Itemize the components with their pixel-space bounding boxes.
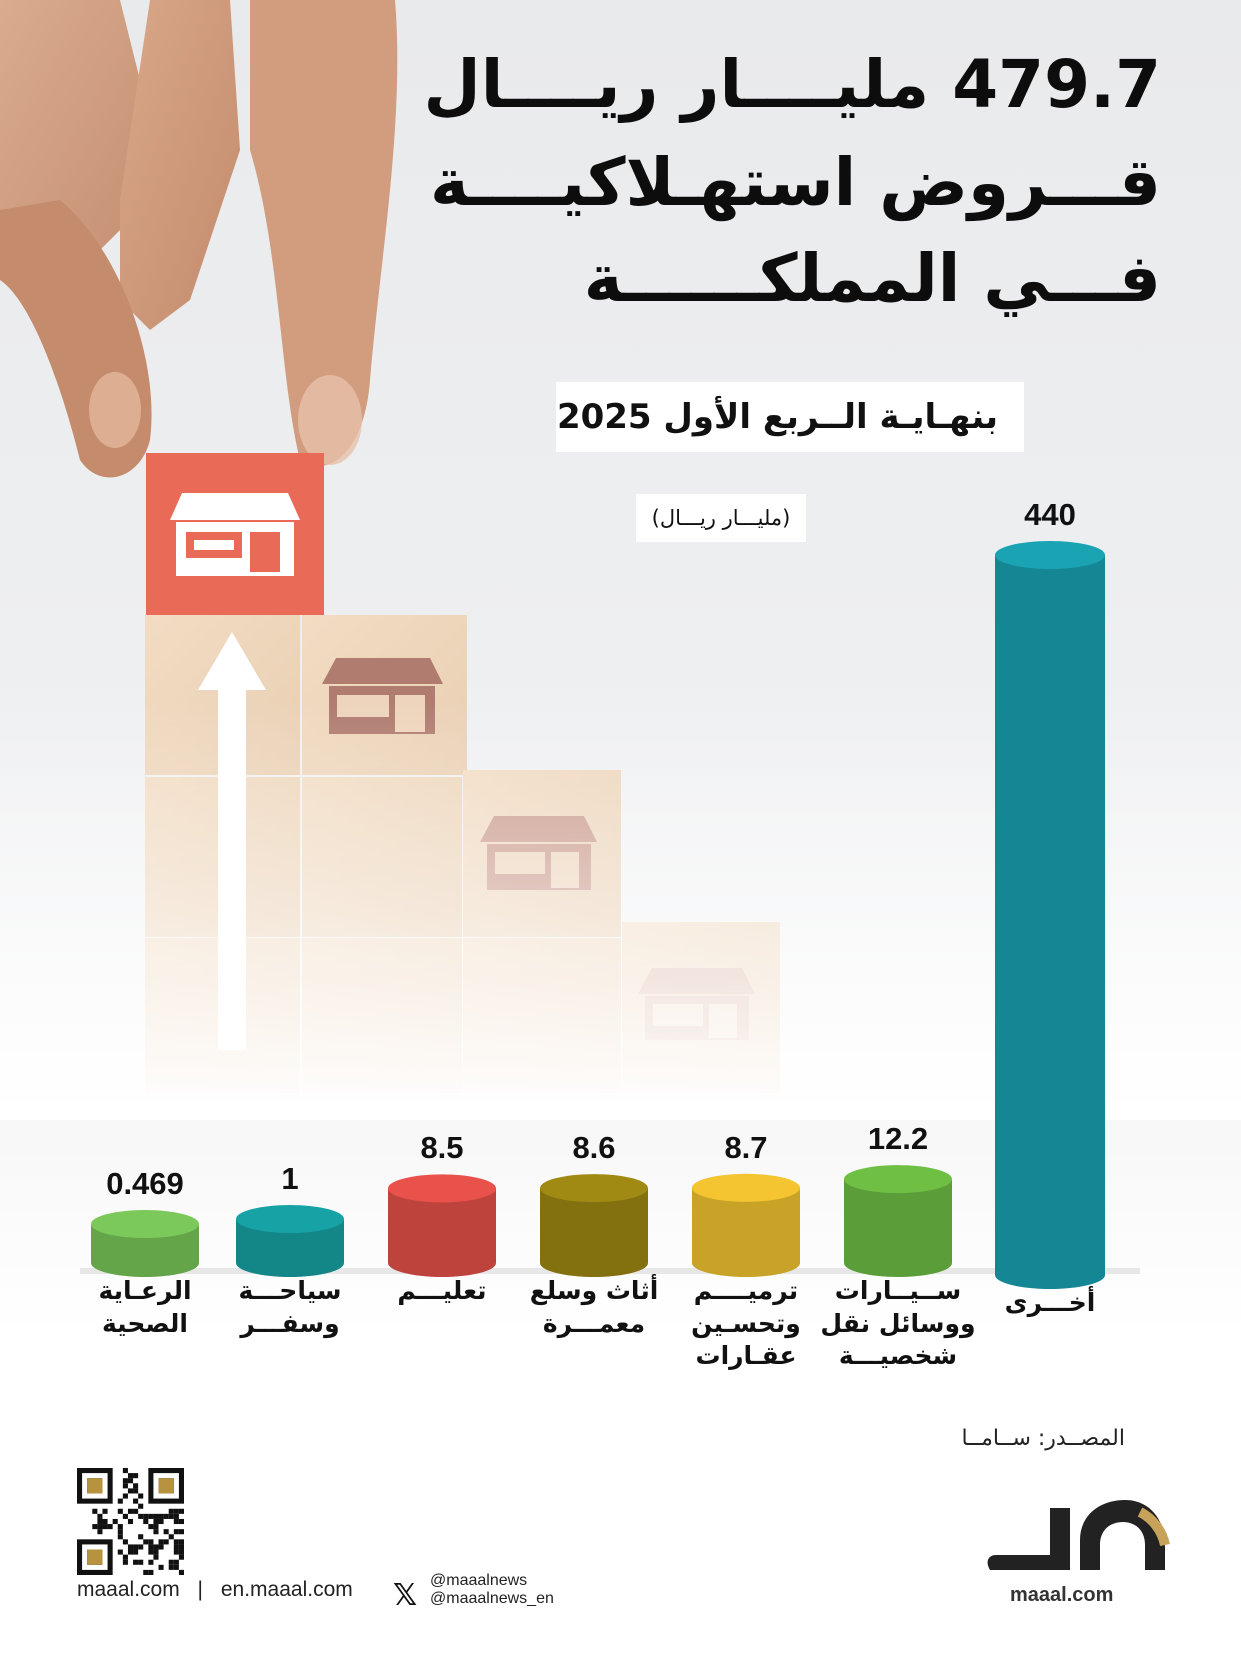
value-label: 0.469 — [106, 1166, 184, 1202]
footer-links: maaal.com | en.maaal.com — [77, 1578, 365, 1602]
value-label: 1 — [281, 1161, 299, 1196]
title-line-1: 479.7 مليــــار ريــــال — [423, 46, 1161, 123]
red-store-block — [146, 453, 324, 615]
social-handles: @maaalnews @maaalnews_en — [430, 1572, 554, 1608]
category-label: سياحـــة وسفـــر — [238, 1276, 342, 1338]
category-label: أخـــرى — [1004, 1288, 1096, 1317]
category-label: تعليـــم — [397, 1276, 487, 1305]
category-label: الرعـاية الصحية — [98, 1276, 192, 1338]
value-label: 8.7 — [724, 1129, 768, 1165]
value-label: 440 — [1024, 497, 1076, 532]
chart-subtitle: بنهـايـة الــربع الأول 2025 — [556, 382, 1024, 452]
unit-label: (مليـــار ريـــال) — [636, 494, 806, 542]
value-label: 12.2 — [867, 1121, 929, 1157]
source-note: المصــدر: ســامــا — [961, 1426, 1126, 1451]
separator: | — [197, 1578, 204, 1601]
qr-code — [77, 1468, 184, 1575]
bar-series — [80, 541, 1140, 1289]
title-line-3: فـــي المملكــــــة — [583, 240, 1161, 317]
maaal-logo — [987, 1500, 1170, 1570]
bar-1 — [844, 1165, 952, 1277]
title-line-2: قـــروض استهـلاكيــــة — [429, 144, 1161, 221]
value-label: 8.5 — [420, 1130, 464, 1166]
handle-en[interactable]: @maaalnews_en — [430, 1590, 554, 1607]
bar-5 — [236, 1205, 344, 1277]
category-label: أثاث وسلع معمـــرة — [529, 1276, 659, 1338]
x-icon: 𝕏 — [393, 1578, 418, 1613]
site-link[interactable]: maaal.com — [77, 1578, 180, 1601]
logo-text: maaal.com — [1010, 1584, 1114, 1606]
store-icon — [170, 493, 300, 576]
value-label: 8.6 — [572, 1130, 616, 1166]
site-en-link[interactable]: en.maaal.com — [220, 1578, 353, 1601]
handle-ar[interactable]: @maaalnews — [430, 1572, 528, 1589]
bar-6 — [91, 1210, 199, 1277]
category-label: ترميــــم وتحسـين عقـارات — [691, 1276, 801, 1370]
hand-illustration — [0, 0, 398, 478]
bar-2 — [692, 1173, 800, 1277]
bar-4 — [388, 1174, 496, 1277]
bar-0 — [995, 541, 1105, 1289]
category-label: ســيــارات ووسائل نقل شخصيـــة — [820, 1276, 976, 1370]
bar-3 — [540, 1174, 648, 1277]
